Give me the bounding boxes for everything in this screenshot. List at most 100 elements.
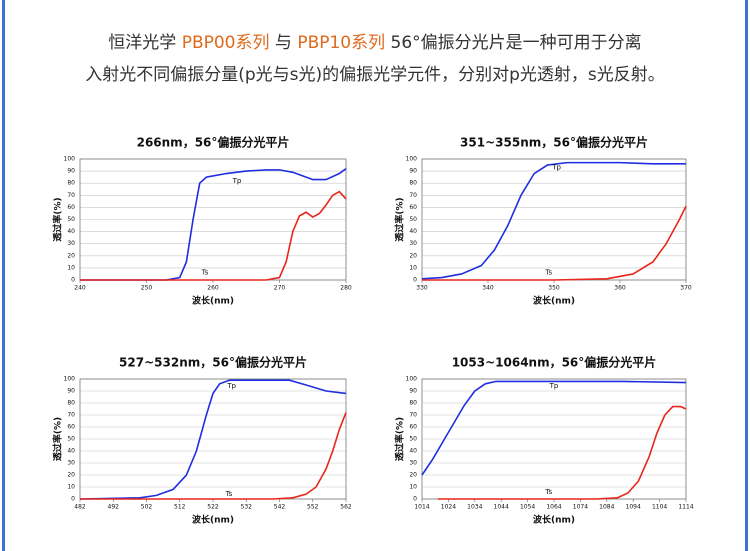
y-tick-label: 100 <box>64 376 76 383</box>
series-line <box>422 205 687 281</box>
x-tick-label: 350 <box>548 285 560 292</box>
series-line <box>421 380 687 476</box>
y-axis-label: 透过率(%) <box>52 417 64 461</box>
y-tick-label: 100 <box>406 376 418 383</box>
x-tick-label: 502 <box>141 504 153 511</box>
y-tick-label: 70 <box>409 412 417 419</box>
series-label: Ts <box>544 269 552 277</box>
y-axis-label: 透过率(%) <box>52 197 64 241</box>
y-tick-label: 0 <box>71 496 75 503</box>
x-axis-label: 波长(nm) <box>533 514 575 526</box>
intro-text: 与 <box>269 33 298 53</box>
y-tick-label: 50 <box>409 436 417 443</box>
x-tick-label: 250 <box>141 285 153 292</box>
y-tick-label: 0 <box>413 496 417 503</box>
x-tick-label: 552 <box>307 504 319 511</box>
series-line <box>80 190 347 281</box>
x-tick-label: 562 <box>340 504 352 511</box>
x-tick-label: 1064 <box>546 504 561 511</box>
series-label: Ts <box>201 269 209 277</box>
y-tick-label: 40 <box>409 448 417 455</box>
y-tick-label: 40 <box>409 228 417 235</box>
y-tick-label: 70 <box>409 192 417 199</box>
y-tick-label: 60 <box>409 204 417 211</box>
x-axis-label: 波长(nm) <box>192 514 234 526</box>
y-tick-label: 80 <box>409 400 417 407</box>
series-line <box>421 161 686 280</box>
intro-text: 恒洋光学 <box>108 33 182 53</box>
y-tick-label: 20 <box>67 252 75 259</box>
x-tick-label: 522 <box>207 504 219 511</box>
x-tick-label: 370 <box>680 285 692 292</box>
series-line <box>437 405 687 500</box>
series-line <box>79 379 347 500</box>
series-label: Tp <box>226 382 236 390</box>
x-tick-label: 330 <box>416 285 428 292</box>
y-tick-label: 90 <box>67 168 75 175</box>
intro-line: 入射光不同偏振分量(p光与s光)的偏振光学元件，分别对p光透射，s光反射。 <box>85 65 665 85</box>
y-tick-label: 100 <box>64 156 76 163</box>
y-tick-label: 80 <box>67 400 75 407</box>
y-tick-label: 10 <box>67 264 75 271</box>
x-tick-label: 240 <box>74 285 86 292</box>
y-tick-label: 10 <box>67 484 75 491</box>
y-axis-label: 透过率(%) <box>394 417 406 461</box>
y-tick-label: 30 <box>409 240 417 247</box>
y-tick-label: 60 <box>409 424 417 431</box>
y-tick-label: 40 <box>67 448 75 455</box>
y-tick-label: 100 <box>406 156 418 163</box>
y-tick-label: 80 <box>409 180 417 187</box>
series-label: Tp <box>232 177 242 185</box>
series-line <box>80 412 347 500</box>
x-axis-label: 波长(nm) <box>192 295 234 307</box>
y-tick-label: 90 <box>67 388 75 395</box>
y-tick-label: 0 <box>71 277 75 284</box>
x-tick-label: 1074 <box>573 504 588 511</box>
y-tick-label: 30 <box>409 460 417 467</box>
x-tick-label: 542 <box>274 504 286 511</box>
series-label: Ts <box>225 490 233 498</box>
y-tick-label: 20 <box>409 472 417 479</box>
intro-highlight: PBP10系列 <box>297 33 386 53</box>
series-label: Ts <box>544 488 552 496</box>
y-tick-label: 10 <box>409 484 417 491</box>
intro-highlight: PBP00系列 <box>181 33 270 53</box>
x-tick-label: 1094 <box>626 504 641 511</box>
y-axis-label: 透过率(%) <box>394 197 406 241</box>
x-tick-label: 1104 <box>652 504 667 511</box>
x-tick-label: 1014 <box>414 504 429 511</box>
x-tick-label: 1054 <box>520 504 535 511</box>
y-tick-label: 70 <box>67 412 75 419</box>
chart-title: 1053~1064nm，56°偏振分光平片 <box>452 355 657 370</box>
chart-title: 527~532nm，56°偏振分光平片 <box>119 355 307 370</box>
x-tick-label: 1024 <box>441 504 456 511</box>
left-border <box>2 0 5 551</box>
y-tick-label: 20 <box>409 252 417 259</box>
x-tick-label: 482 <box>74 504 86 511</box>
x-tick-label: 1114 <box>678 504 693 511</box>
x-axis-label: 波长(nm) <box>533 295 575 307</box>
y-tick-label: 10 <box>409 264 417 271</box>
series-line <box>80 168 347 281</box>
y-tick-label: 90 <box>409 388 417 395</box>
chart-title: 351~355nm，56°偏振分光平片 <box>460 135 648 150</box>
y-tick-label: 0 <box>413 277 417 284</box>
y-tick-label: 80 <box>67 180 75 187</box>
y-tick-label: 50 <box>409 216 417 223</box>
x-tick-label: 280 <box>340 285 352 292</box>
x-tick-label: 492 <box>108 504 120 511</box>
x-tick-label: 270 <box>274 285 286 292</box>
series-label: Tp <box>549 382 559 390</box>
x-tick-label: 1044 <box>494 504 509 511</box>
y-tick-label: 90 <box>409 168 417 175</box>
y-tick-label: 40 <box>67 228 75 235</box>
y-tick-label: 30 <box>67 240 75 247</box>
right-border <box>745 0 748 551</box>
chart-title: 266nm，56°偏振分光平片 <box>137 135 290 150</box>
y-tick-label: 20 <box>67 472 75 479</box>
intro-text: 56°偏振分光片是一种可用于分离 <box>385 33 642 53</box>
y-tick-label: 50 <box>67 216 75 223</box>
x-tick-label: 532 <box>241 504 253 511</box>
